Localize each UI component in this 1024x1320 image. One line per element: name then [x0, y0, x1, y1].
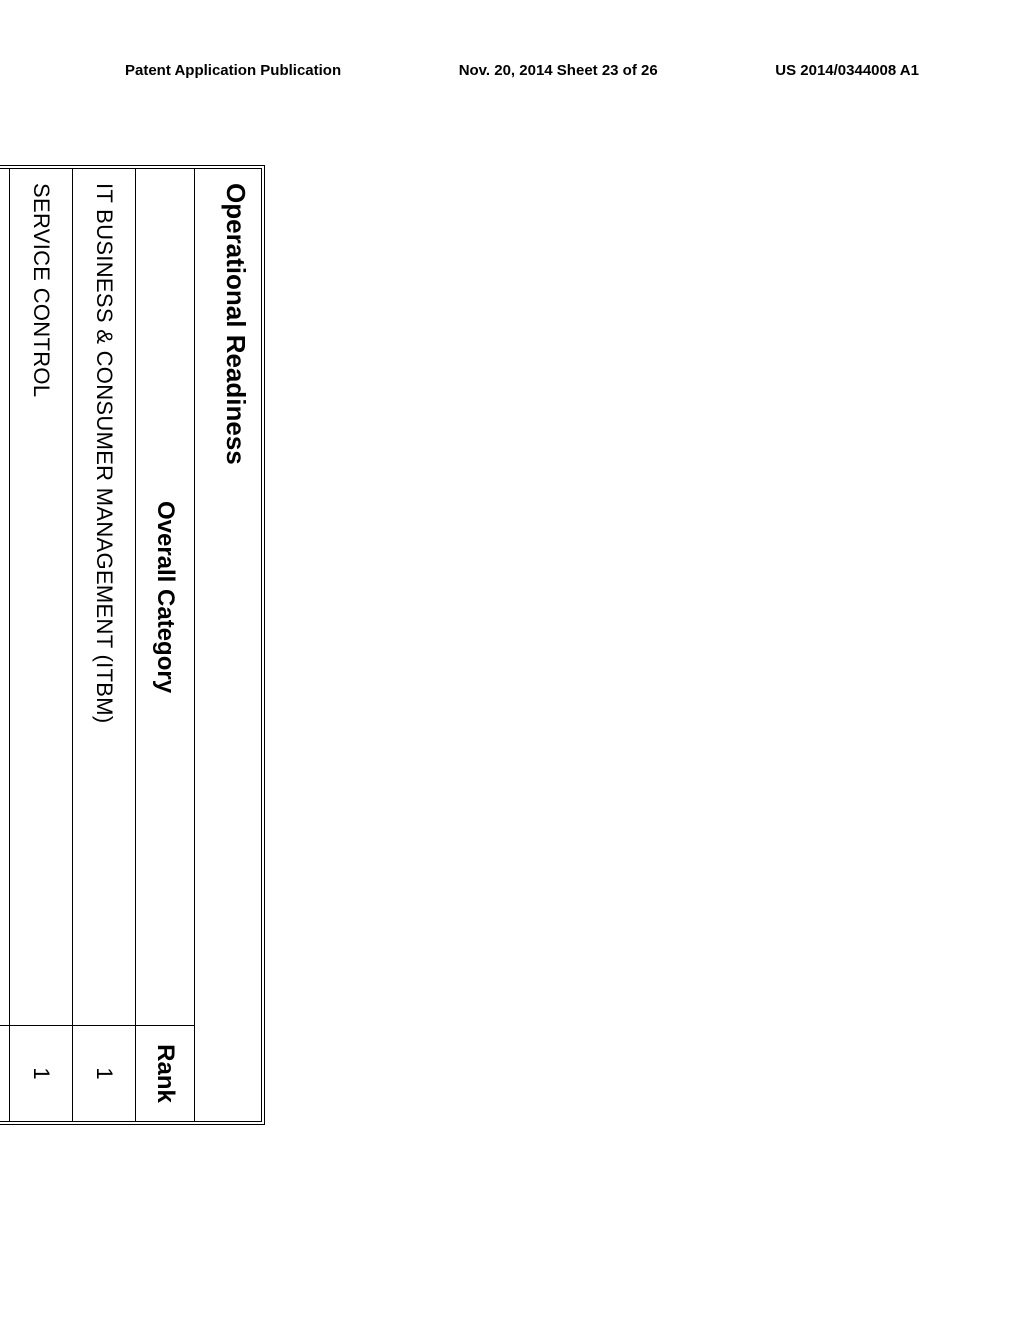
table-title-row: Operational Readiness: [194, 169, 261, 1121]
cell-rank: 2: [0, 1026, 9, 1121]
cell-category: IT BUSINESS & CONSUMER MANAGEMENT (ITBM): [73, 169, 135, 1026]
table-row: OPERATIONS CONTROL 2: [0, 169, 9, 1121]
table-title: Operational Readiness: [221, 183, 251, 465]
col-header-rank: Rank: [136, 1026, 194, 1121]
header-center: Nov. 20, 2014 Sheet 23 of 26: [459, 62, 658, 79]
table-row: IT BUSINESS & CONSUMER MANAGEMENT (ITBM)…: [72, 169, 135, 1121]
table-header-row: Overall Category Rank: [135, 169, 194, 1121]
page-header: Patent Application Publication Nov. 20, …: [0, 62, 1024, 79]
header-left: Patent Application Publication: [125, 62, 341, 79]
cell-category: SERVICE CONTROL: [10, 169, 72, 1026]
cell-rank: 1: [73, 1026, 135, 1121]
cell-category: OPERATIONS CONTROL: [0, 169, 9, 1026]
figure-content: Operational Readiness Overall Category R…: [0, 165, 265, 1125]
cell-rank: 1: [10, 1026, 72, 1121]
readiness-table: Operational Readiness Overall Category R…: [0, 165, 265, 1125]
col-header-category: Overall Category: [136, 169, 194, 1026]
header-right: US 2014/0344008 A1: [775, 62, 919, 79]
table-row: SERVICE CONTROL 1: [9, 169, 72, 1121]
